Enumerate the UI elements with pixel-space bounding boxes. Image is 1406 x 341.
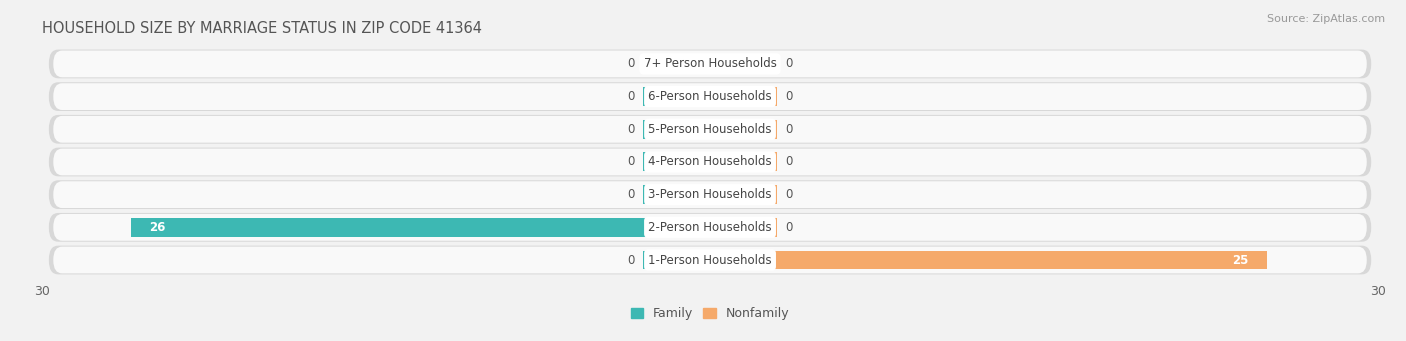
Text: 0: 0: [627, 188, 634, 201]
Text: 6-Person Households: 6-Person Households: [648, 90, 772, 103]
Text: 2-Person Households: 2-Person Households: [648, 221, 772, 234]
Text: 0: 0: [627, 57, 634, 71]
Bar: [643, 152, 710, 172]
Bar: [710, 55, 776, 73]
Text: 0: 0: [786, 221, 793, 234]
Text: 0: 0: [627, 90, 634, 103]
Bar: [643, 251, 710, 269]
Text: 0: 0: [786, 123, 793, 136]
Text: Source: ZipAtlas.com: Source: ZipAtlas.com: [1267, 14, 1385, 24]
Text: 0: 0: [627, 155, 634, 168]
FancyBboxPatch shape: [53, 116, 1367, 143]
Bar: [643, 120, 710, 139]
Bar: [710, 218, 776, 237]
Bar: [643, 55, 710, 73]
Text: 0: 0: [786, 155, 793, 168]
Text: 0: 0: [627, 253, 634, 267]
FancyBboxPatch shape: [49, 246, 1371, 275]
Bar: [710, 120, 776, 139]
FancyBboxPatch shape: [49, 115, 1371, 144]
Text: 4-Person Households: 4-Person Households: [648, 155, 772, 168]
Text: 5-Person Households: 5-Person Households: [648, 123, 772, 136]
Text: HOUSEHOLD SIZE BY MARRIAGE STATUS IN ZIP CODE 41364: HOUSEHOLD SIZE BY MARRIAGE STATUS IN ZIP…: [42, 21, 482, 36]
Text: 7+ Person Households: 7+ Person Households: [644, 57, 776, 71]
Bar: [710, 152, 776, 172]
FancyBboxPatch shape: [49, 180, 1371, 209]
Text: 25: 25: [1233, 253, 1249, 267]
FancyBboxPatch shape: [53, 149, 1367, 175]
Legend: Family, Nonfamily: Family, Nonfamily: [626, 302, 794, 325]
FancyBboxPatch shape: [53, 181, 1367, 208]
Bar: [643, 87, 710, 106]
Text: 0: 0: [786, 188, 793, 201]
Bar: [643, 185, 710, 204]
Text: 0: 0: [786, 90, 793, 103]
Bar: [131, 218, 710, 237]
FancyBboxPatch shape: [49, 82, 1371, 111]
Text: 0: 0: [786, 57, 793, 71]
Bar: [710, 185, 776, 204]
FancyBboxPatch shape: [49, 148, 1371, 176]
Text: 26: 26: [149, 221, 166, 234]
Bar: [710, 87, 776, 106]
FancyBboxPatch shape: [49, 49, 1371, 78]
FancyBboxPatch shape: [53, 83, 1367, 110]
FancyBboxPatch shape: [53, 247, 1367, 273]
Text: 1-Person Households: 1-Person Households: [648, 253, 772, 267]
Bar: [710, 251, 1267, 269]
FancyBboxPatch shape: [49, 213, 1371, 242]
Text: 0: 0: [627, 123, 634, 136]
FancyBboxPatch shape: [53, 50, 1367, 77]
FancyBboxPatch shape: [53, 214, 1367, 241]
Text: 3-Person Households: 3-Person Households: [648, 188, 772, 201]
